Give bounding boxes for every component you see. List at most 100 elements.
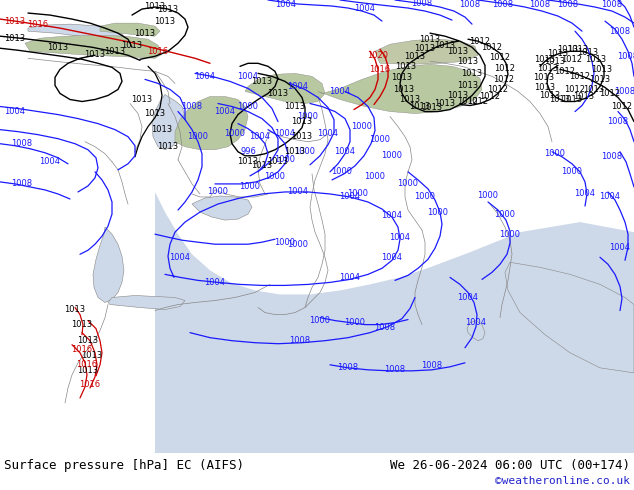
Polygon shape — [192, 196, 252, 220]
Text: 1012: 1012 — [489, 53, 510, 62]
Text: 1004: 1004 — [287, 188, 309, 196]
Text: 1000: 1000 — [415, 193, 436, 201]
Text: 1013: 1013 — [157, 142, 179, 151]
Text: 1004: 1004 — [205, 278, 226, 287]
Text: 1013: 1013 — [391, 73, 413, 82]
Text: 1004: 1004 — [39, 157, 60, 166]
Text: 1000: 1000 — [398, 179, 418, 189]
Text: 1013: 1013 — [534, 55, 555, 64]
Text: 1012: 1012 — [612, 102, 633, 111]
Text: 1004: 1004 — [465, 318, 486, 327]
Polygon shape — [93, 227, 124, 302]
Text: 1004: 1004 — [339, 273, 361, 282]
Text: 1013: 1013 — [155, 17, 176, 25]
Text: 1000: 1000 — [332, 168, 353, 176]
Text: 1013: 1013 — [285, 102, 306, 111]
Text: 1012: 1012 — [569, 72, 590, 81]
Text: 1004: 1004 — [4, 107, 25, 116]
Text: 1008: 1008 — [529, 0, 550, 8]
Text: 1008: 1008 — [557, 0, 579, 8]
Text: 1013: 1013 — [157, 4, 179, 14]
Text: 1013: 1013 — [540, 91, 560, 100]
Text: 1008: 1008 — [384, 366, 406, 374]
Polygon shape — [152, 95, 185, 150]
Text: 1016: 1016 — [370, 65, 391, 74]
Polygon shape — [505, 262, 634, 373]
Polygon shape — [100, 23, 160, 36]
Text: 1000: 1000 — [295, 147, 316, 156]
Text: 1000: 1000 — [287, 240, 309, 249]
Text: 1013: 1013 — [152, 125, 172, 134]
Text: 1013: 1013 — [252, 77, 273, 86]
Text: 1004: 1004 — [354, 3, 375, 13]
Text: 1013: 1013 — [65, 305, 86, 314]
Text: 1013: 1013 — [4, 34, 25, 43]
Text: 1000: 1000 — [344, 318, 365, 327]
Text: 1000: 1000 — [500, 230, 521, 239]
Text: 1013: 1013 — [268, 157, 288, 166]
Text: 1000: 1000 — [370, 135, 391, 144]
Text: 1013: 1013 — [72, 320, 93, 329]
Text: 1012: 1012 — [481, 43, 503, 52]
Text: 1012: 1012 — [495, 64, 515, 73]
Text: 1004: 1004 — [318, 129, 339, 138]
Polygon shape — [25, 35, 162, 58]
Text: 1013: 1013 — [422, 103, 443, 112]
Text: 1013: 1013 — [583, 85, 605, 94]
Polygon shape — [245, 74, 325, 103]
Text: 1012: 1012 — [600, 89, 621, 98]
Text: 1013: 1013 — [238, 157, 259, 166]
Text: 1013: 1013 — [534, 83, 555, 92]
Text: 1013: 1013 — [547, 49, 569, 58]
Text: 1013: 1013 — [573, 92, 595, 101]
Text: 1008: 1008 — [375, 323, 396, 332]
Text: Surface pressure [hPa] EC (AIFS): Surface pressure [hPa] EC (AIFS) — [4, 459, 244, 472]
Text: 1008: 1008 — [11, 179, 32, 189]
Text: 1013: 1013 — [533, 73, 555, 82]
Text: 1000: 1000 — [562, 168, 583, 176]
Text: 1013: 1013 — [105, 47, 126, 56]
Text: 1004: 1004 — [276, 0, 297, 8]
Text: 1013: 1013 — [415, 44, 436, 53]
Text: 1000: 1000 — [240, 182, 261, 192]
Text: 1008: 1008 — [422, 361, 443, 370]
Text: 1012: 1012 — [470, 37, 491, 46]
Polygon shape — [175, 97, 248, 150]
Text: ©weatheronline.co.uk: ©weatheronline.co.uk — [495, 476, 630, 486]
Text: 1008: 1008 — [411, 0, 432, 7]
Text: 1008: 1008 — [337, 363, 359, 372]
Text: 1013: 1013 — [538, 64, 559, 73]
Text: 1000: 1000 — [382, 151, 403, 160]
Text: 1012: 1012 — [564, 85, 586, 94]
Text: 1004: 1004 — [275, 129, 295, 138]
Text: 1008: 1008 — [602, 152, 623, 161]
Text: 1008: 1008 — [493, 0, 514, 8]
Text: 1013: 1013 — [448, 47, 469, 56]
Text: 1013: 1013 — [252, 161, 273, 171]
Text: 1004: 1004 — [195, 72, 216, 81]
Text: 1013: 1013 — [122, 41, 143, 49]
Polygon shape — [108, 295, 185, 310]
Text: 1013: 1013 — [404, 52, 425, 61]
Text: 1013: 1013 — [420, 35, 441, 44]
Text: 1013: 1013 — [578, 48, 598, 57]
Text: 1016: 1016 — [77, 360, 98, 369]
Text: 1000: 1000 — [264, 172, 285, 181]
Text: 1008: 1008 — [290, 336, 311, 345]
Text: 1000: 1000 — [238, 102, 259, 111]
Text: 1013: 1013 — [131, 95, 153, 104]
Text: 1013: 1013 — [562, 95, 583, 104]
Text: 1004: 1004 — [382, 253, 403, 262]
Text: 1008: 1008 — [614, 87, 634, 96]
Text: 1000: 1000 — [275, 155, 295, 164]
Text: 1013: 1013 — [268, 89, 288, 98]
Text: 1012: 1012 — [562, 55, 583, 64]
Text: 1012: 1012 — [458, 97, 479, 106]
Text: 1013: 1013 — [590, 75, 611, 84]
Text: 1004: 1004 — [250, 132, 271, 141]
Text: 1004: 1004 — [389, 233, 410, 242]
Text: 1000: 1000 — [275, 238, 295, 246]
Text: 1004: 1004 — [330, 87, 351, 96]
Text: 1013: 1013 — [81, 351, 103, 360]
Text: 1012: 1012 — [488, 85, 508, 94]
